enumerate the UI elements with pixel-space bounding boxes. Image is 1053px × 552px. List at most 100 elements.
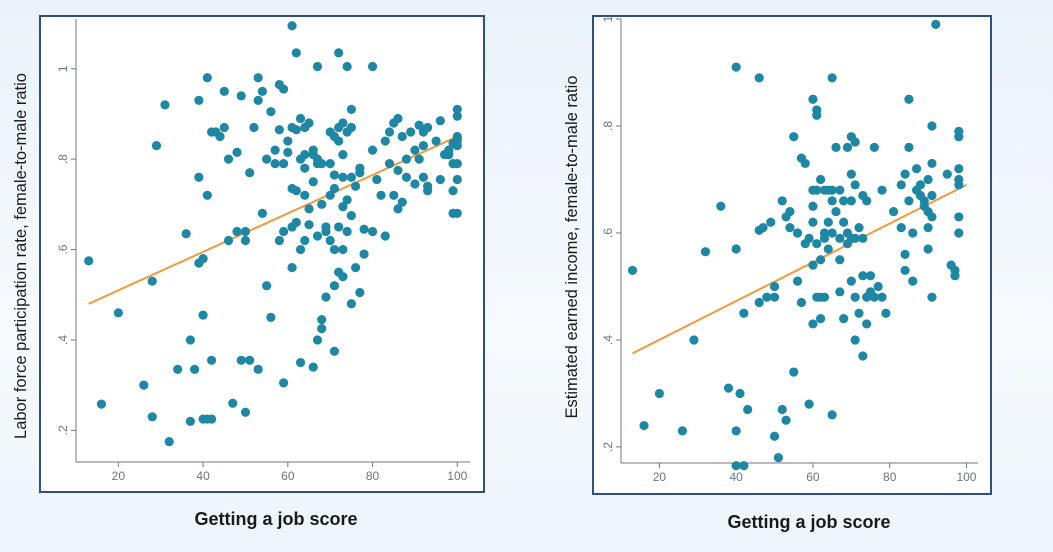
scatter-point [435,174,445,185]
scatter-point [904,196,914,206]
scatter-point [380,136,390,146]
x-axis-title: Getting a job score [727,512,890,532]
points-layer [627,19,964,471]
scatter-point [312,335,323,345]
scatter-point [253,73,263,83]
scatter-point [823,217,833,227]
scatter-point [700,247,711,257]
scatter-point [927,212,937,222]
scatter-point [762,292,772,302]
scatter-point [219,122,229,133]
scatter-point [716,201,726,211]
scatter-point [896,223,906,233]
scatter-point [147,412,157,422]
x-tick-label: 40 [729,470,743,484]
scatter-point [262,154,272,164]
scatter-point [448,186,458,196]
scatter-point [219,86,229,96]
scatter-point [923,244,933,254]
scatter-point [287,21,297,31]
scatter-point [278,84,289,94]
scatter-point [291,186,301,196]
scatter-point [758,223,768,233]
scatter-point [839,313,849,324]
scatter-point [359,224,369,234]
scatter-point [295,357,306,368]
scatter-point [334,136,344,146]
scatter-point [384,127,395,137]
scatter-point [300,235,310,246]
scatter-point [927,121,937,131]
scatter-point [312,61,323,72]
y-tick-label: .8 [56,154,70,164]
scatter-point [777,196,787,206]
scatter-point [346,211,356,221]
scatter-point [854,308,864,318]
scatter-point [397,131,407,142]
x-tick-label: 20 [112,469,126,483]
scatter-point [766,217,776,227]
x-tick-label: 60 [806,470,820,484]
scatter-point [84,256,94,266]
y-axis-title: Labor force participation rate, female-t… [12,73,30,439]
scatter-point [900,169,910,179]
x-tick-label: 20 [653,470,667,484]
scatter-point [769,431,780,441]
scatter-point [835,255,845,265]
scatter-point [800,158,810,169]
scatter-point [452,104,462,115]
scatter-point [308,362,318,372]
scatter-point [185,416,195,426]
scatter-point [278,378,289,388]
scatter-point [393,204,403,214]
scatter-point [769,281,780,292]
scatter-point [804,399,814,409]
scatter-point [954,228,964,238]
scatter-point [835,233,845,243]
scatter-point [846,196,856,206]
scatter-point [266,107,276,117]
scatter-point [278,159,289,169]
scatter-point [873,281,883,292]
y-tick-label: .2 [56,425,70,435]
scatter-point [329,281,340,291]
scatter-point [839,196,849,206]
scatter-point [627,265,638,276]
scatter-point [927,292,937,302]
scatter-point [444,150,454,160]
scatter-point [823,244,833,254]
scatter-point [835,287,845,297]
y-tick-label: .4 [56,335,70,345]
scatter-point [253,95,263,105]
scatter-point [804,233,814,243]
scatter-point [418,172,428,182]
scatter-point [877,185,887,195]
scatter-point [291,125,301,135]
scatter-point [414,120,424,130]
scatter-point [858,233,868,243]
scatter-point [731,461,741,471]
scatter-point [278,226,289,237]
scatter-point [954,132,964,142]
scatter-point [351,263,361,273]
scatter-point [317,199,327,209]
scatter-point [819,292,830,302]
x-tick-label: 80 [366,469,380,483]
scatter-point [808,319,818,329]
scatter-point [317,324,327,334]
scatter-point [151,140,162,151]
y-tick-label: .2 [601,442,615,452]
scatter-point [325,190,335,200]
scatter-point [808,260,818,270]
axes: .2 .4 .6 .8 1 20 40 60 80 100 [601,15,978,484]
scatter-point [342,195,352,205]
scatter-point [351,181,361,191]
scatter-point [846,276,856,286]
scatter-point [423,122,433,133]
scatter-point [850,292,860,302]
scatter-point [202,73,212,83]
scatter-point [342,226,352,237]
scatter-point [812,185,822,195]
scatter-point [295,113,306,124]
